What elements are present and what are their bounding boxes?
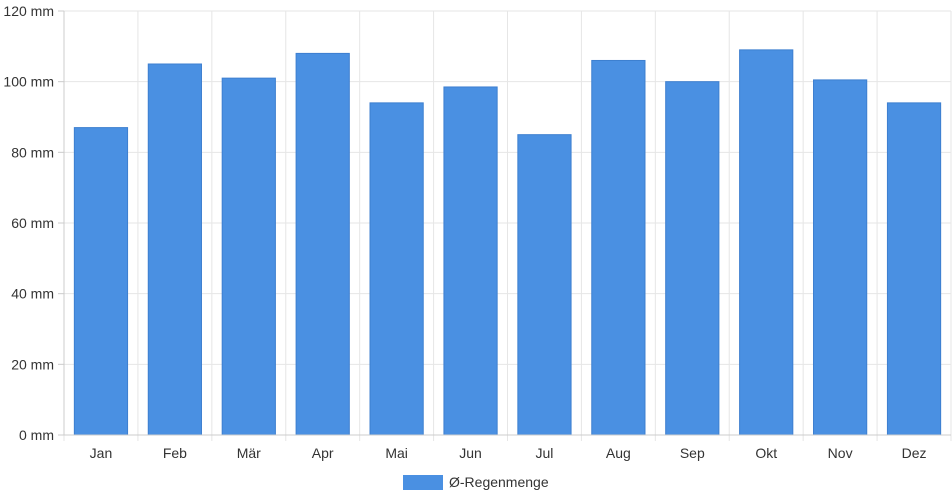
x-tick-label: Feb bbox=[163, 445, 187, 461]
x-tick-label: Mai bbox=[385, 445, 408, 461]
bar-dez[interactable] bbox=[886, 102, 942, 436]
x-tick-label: Dez bbox=[902, 445, 927, 461]
x-tick-label: Mär bbox=[237, 445, 261, 461]
bar-mär[interactable] bbox=[221, 77, 276, 436]
legend-swatch[interactable] bbox=[403, 475, 443, 490]
bar-okt[interactable] bbox=[739, 49, 794, 436]
y-axis-labels: 0 mm 20 mm 40 mm 60 mm 80 mm 100 mm 120 mm bbox=[3, 3, 54, 443]
x-tick-label: Jul bbox=[536, 445, 554, 461]
bar-jan[interactable] bbox=[73, 127, 129, 436]
y-tick-label: 120 mm bbox=[3, 3, 54, 19]
bar-mai[interactable] bbox=[369, 102, 424, 436]
x-axis-labels: Jan Feb Mär Apr Mai Jun Jul Aug Sep Okt Nov Dez bbox=[90, 445, 927, 461]
x-tick-label: Apr bbox=[312, 445, 334, 461]
bar-apr[interactable] bbox=[295, 52, 350, 436]
x-tick-label: Nov bbox=[828, 445, 853, 461]
x-tick-label: Jan bbox=[90, 445, 113, 461]
bar-sep[interactable] bbox=[665, 81, 720, 436]
bar-nov[interactable] bbox=[813, 79, 868, 436]
bar-jul[interactable] bbox=[517, 134, 572, 436]
x-tick-label: Sep bbox=[680, 445, 705, 461]
x-tick-label: Okt bbox=[755, 445, 777, 461]
axes bbox=[58, 10, 951, 436]
grid-lines bbox=[63, 10, 952, 441]
bar-series bbox=[73, 49, 942, 436]
bar-aug[interactable] bbox=[591, 59, 646, 436]
bar-feb[interactable] bbox=[147, 63, 202, 436]
x-tick-label: Aug bbox=[606, 445, 631, 461]
y-tick-label: 0 mm bbox=[19, 427, 54, 443]
y-tick-label: 60 mm bbox=[11, 215, 54, 231]
y-tick-label: 100 mm bbox=[3, 74, 54, 90]
x-tick-label: Jun bbox=[459, 445, 482, 461]
y-tick-label: 80 mm bbox=[11, 144, 54, 160]
legend[interactable]: Ø-Regenmenge bbox=[403, 474, 549, 490]
legend-label[interactable]: Ø-Regenmenge bbox=[449, 474, 549, 490]
y-tick-label: 20 mm bbox=[11, 356, 54, 372]
bar-jun[interactable] bbox=[443, 86, 498, 436]
y-tick-label: 40 mm bbox=[11, 286, 54, 302]
